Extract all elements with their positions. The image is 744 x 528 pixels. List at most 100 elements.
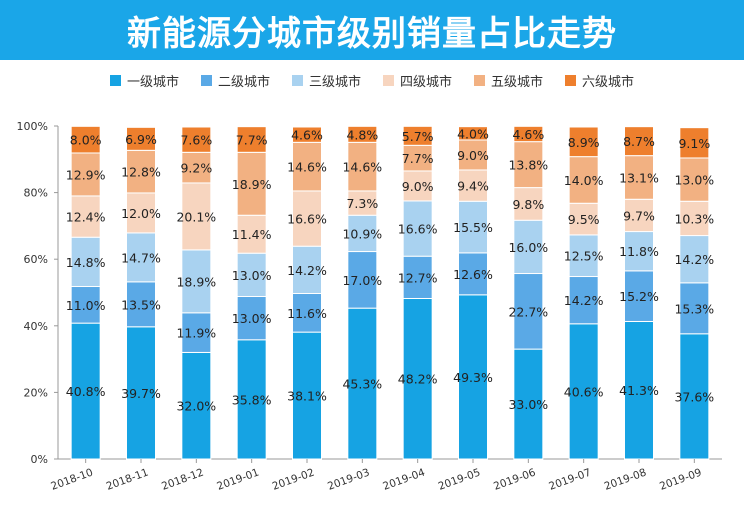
bar-segment (458, 252, 488, 296)
data-label: 39.7% (121, 386, 161, 401)
bar-segment (236, 151, 267, 216)
legend-label: 二级城市 (217, 74, 270, 90)
data-label: 12.9% (66, 167, 106, 182)
y-tick-label: 60% (24, 253, 48, 266)
data-label: 40.6% (564, 384, 604, 399)
data-label: 9.8% (512, 197, 544, 212)
x-tick-label: 2019-01 (215, 467, 260, 493)
legend-item: 四级城市 (383, 70, 452, 90)
bar-segment (347, 307, 378, 460)
data-label: 13.1% (619, 170, 659, 185)
data-label: 18.9% (232, 177, 272, 192)
data-label: 11.0% (66, 298, 106, 313)
data-label: 11.9% (176, 326, 216, 341)
bar-segment (402, 255, 433, 299)
data-label: 9.4% (457, 179, 489, 194)
bar-segment (236, 295, 267, 341)
data-label: 11.6% (287, 306, 327, 321)
bar-segment (181, 126, 212, 153)
data-label: 12.8% (121, 165, 161, 180)
bar-segment (513, 141, 544, 189)
bar-segment (568, 202, 599, 236)
bar-segment (458, 200, 488, 254)
data-label: 35.8% (232, 392, 272, 407)
bar-segment (181, 151, 212, 184)
x-tick-label: 2018-10 (49, 467, 94, 493)
x-tick-label: 2019-03 (326, 467, 371, 493)
data-label: 14.6% (287, 160, 327, 175)
x-tick-label: 2018-12 (160, 467, 205, 493)
x-tick-label: 2019-09 (658, 467, 703, 493)
data-label: 8.9% (568, 135, 600, 150)
bar-segment (458, 169, 488, 202)
legend-item: 六级城市 (565, 70, 634, 90)
data-label: 14.2% (287, 263, 327, 278)
data-label: 49.3% (453, 370, 493, 385)
bar-segment (679, 282, 710, 335)
data-label: 4.8% (346, 127, 378, 142)
bar-segment (126, 126, 156, 151)
bar-segment (70, 286, 101, 324)
bar-segment (513, 125, 544, 143)
legend-item: 二级城市 (200, 70, 270, 90)
bar-segment (624, 231, 654, 272)
bar-segment (292, 331, 322, 460)
chart-title: 新能源分城市级别销量占比走势 (127, 13, 617, 54)
bar-segment (624, 126, 654, 157)
bar-segment (236, 126, 267, 153)
bar-segment (181, 312, 212, 353)
data-label: 16.0% (508, 240, 548, 255)
bar-segment (126, 192, 156, 234)
y-tick-label: 40% (24, 320, 48, 333)
bar-segment (624, 320, 654, 460)
bar-segment (292, 141, 322, 192)
data-label: 48.2% (398, 372, 438, 387)
data-label: 9.5% (568, 212, 600, 227)
bar-segment (568, 156, 599, 204)
bar-segment (126, 149, 156, 194)
data-label: 15.3% (674, 301, 714, 316)
legend-label: 一级城市 (126, 74, 179, 90)
x-tick-label: 2019-02 (271, 467, 316, 493)
data-label: 41.3% (619, 383, 659, 398)
data-label: 11.4% (232, 227, 272, 242)
data-label: 9.2% (180, 161, 212, 176)
data-label: 7.7% (236, 132, 268, 147)
data-label: 14.0% (564, 173, 604, 188)
legend-swatch (383, 74, 394, 86)
title-banner: 新能源分城市级别销量占比走势 (0, 0, 744, 60)
data-label: 4.6% (291, 128, 323, 143)
bar-segment (347, 251, 378, 309)
data-label: 5.7% (402, 129, 434, 144)
bar-segment (70, 125, 101, 154)
data-label: 4.0% (457, 126, 489, 141)
data-label: 4.6% (512, 127, 544, 142)
bar-segment (402, 297, 433, 460)
data-label: 9.7% (623, 208, 655, 223)
data-label: 6.9% (125, 132, 157, 147)
data-label: 40.8% (66, 384, 106, 399)
bar-segment (70, 152, 101, 197)
data-label: 16.6% (398, 222, 438, 237)
data-label: 14.2% (674, 252, 714, 267)
x-tick-label: 2019-04 (381, 466, 427, 492)
data-label: 38.1% (287, 389, 327, 404)
bar-segment (402, 125, 433, 146)
legend-swatch (109, 74, 121, 86)
data-label: 45.3% (342, 377, 382, 392)
x-tick-label: 2019-05 (437, 467, 482, 493)
data-label: 32.0% (176, 399, 216, 414)
data-label: 9.1% (678, 136, 710, 151)
bar-segment (568, 323, 599, 460)
data-label: 33.0% (508, 397, 548, 412)
legend-swatch (291, 74, 303, 86)
data-label: 9.0% (457, 148, 489, 163)
data-label: 13.0% (674, 173, 714, 188)
data-label: 14.8% (66, 255, 106, 270)
bar-segment (236, 252, 267, 297)
data-label: 18.9% (176, 274, 216, 289)
bar-segment (347, 141, 378, 192)
data-label: 7.7% (402, 151, 434, 166)
x-tick-label: 2019-07 (547, 467, 592, 493)
